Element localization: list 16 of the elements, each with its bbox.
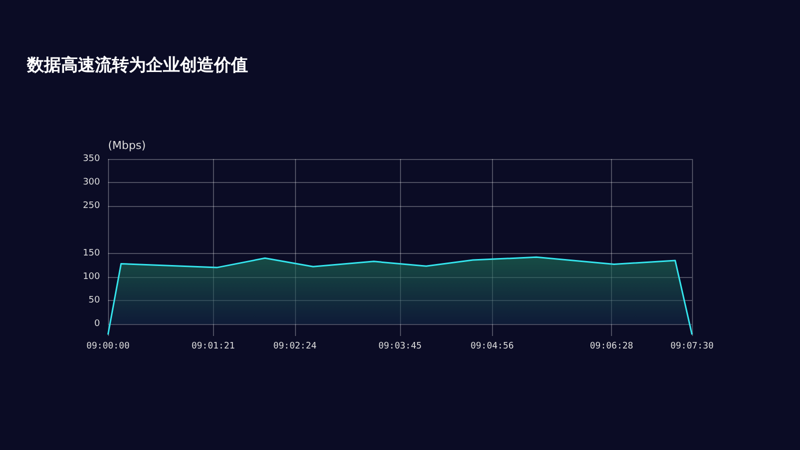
- y-axis-title: (Mbps): [108, 139, 146, 152]
- x-tick-label: 09:02:24: [273, 342, 317, 352]
- x-tick-label: 09:01:21: [191, 342, 235, 352]
- y-tick-label: 250: [82, 201, 100, 212]
- x-tick-label: 09:03:45: [378, 342, 422, 352]
- x-tick-label: 09:04:56: [470, 342, 514, 352]
- y-tick-label: 50: [88, 296, 100, 306]
- y-tick-label: 150: [82, 248, 100, 258]
- x-tick-label: 09:06:28: [590, 342, 634, 352]
- y-tick-label: 100: [82, 272, 100, 282]
- y-tick-label: 300: [82, 178, 100, 188]
- x-tick-label: 09:00:00: [86, 342, 130, 352]
- x-tick-label: 09:07:30: [670, 342, 714, 352]
- y-tick-label: 350: [82, 154, 100, 164]
- chart-title: 数据高速流转为企业创造价值: [26, 56, 248, 76]
- y-tick-label: 0: [94, 319, 100, 330]
